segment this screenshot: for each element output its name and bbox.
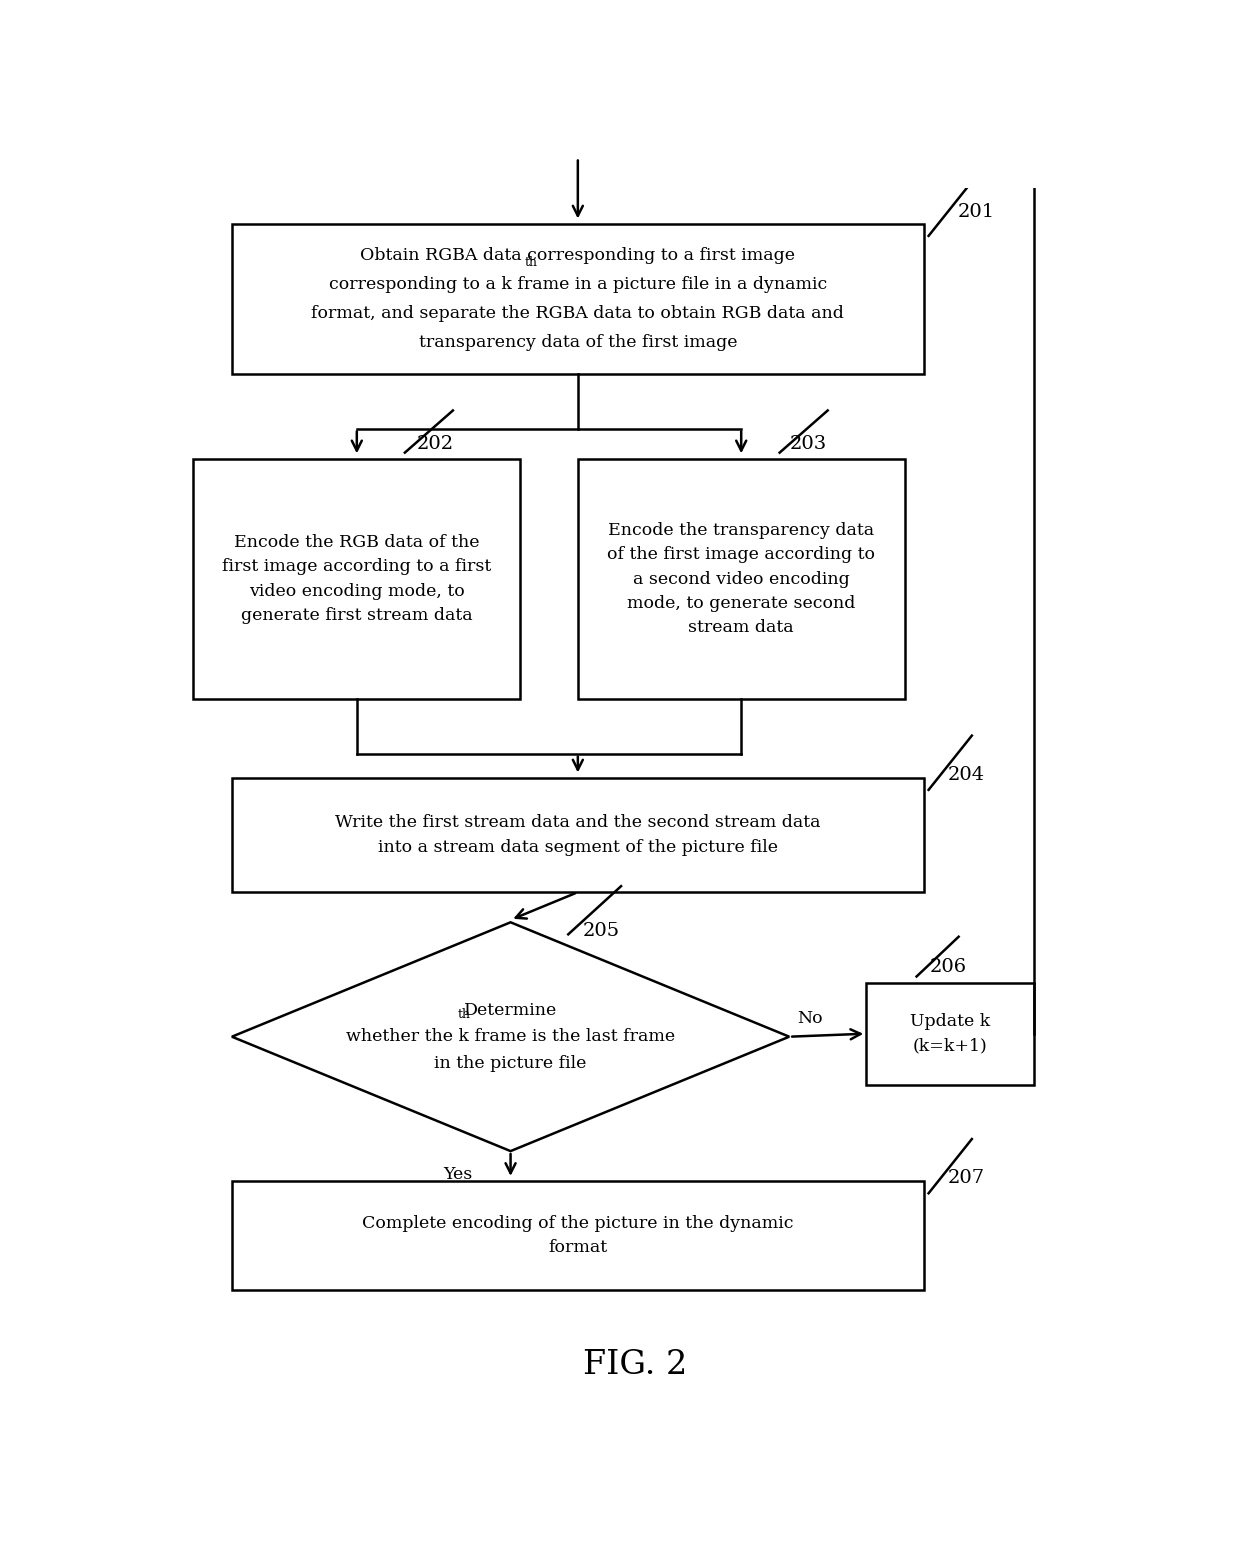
FancyBboxPatch shape	[232, 777, 924, 891]
Text: 201: 201	[957, 203, 994, 222]
Text: Determine: Determine	[464, 1001, 557, 1018]
Text: Write the first stream data and the second stream data
into a stream data segmen: Write the first stream data and the seco…	[335, 815, 821, 856]
Text: Obtain RGBA data corresponding to a first image: Obtain RGBA data corresponding to a firs…	[361, 247, 795, 264]
Polygon shape	[232, 923, 789, 1151]
Text: Encode the transparency data
of the first image according to
a second video enco: Encode the transparency data of the firs…	[608, 522, 875, 637]
Text: Encode the RGB data of the
first image according to a first
video encoding mode,: Encode the RGB data of the first image a…	[222, 535, 491, 624]
Text: 204: 204	[947, 766, 985, 784]
Text: th: th	[525, 256, 538, 269]
Text: No: No	[797, 1010, 822, 1028]
FancyBboxPatch shape	[193, 458, 521, 699]
FancyBboxPatch shape	[866, 982, 1034, 1085]
Text: transparency data of the first image: transparency data of the first image	[419, 335, 737, 350]
Text: 205: 205	[583, 923, 620, 940]
Text: Update k
(k=k+1): Update k (k=k+1)	[910, 1013, 991, 1054]
Text: th: th	[458, 1009, 471, 1021]
Text: 206: 206	[930, 959, 967, 976]
Text: whether the k frame is the last frame: whether the k frame is the last frame	[346, 1028, 675, 1045]
Text: corresponding to a k frame in a picture file in a dynamic: corresponding to a k frame in a picture …	[329, 277, 827, 292]
Text: FIG. 2: FIG. 2	[583, 1350, 688, 1381]
Text: Complete encoding of the picture in the dynamic
format: Complete encoding of the picture in the …	[362, 1215, 794, 1256]
Text: 203: 203	[789, 435, 827, 452]
Text: format, and separate the RGBA data to obtain RGB data and: format, and separate the RGBA data to ob…	[311, 305, 844, 322]
Text: Yes: Yes	[443, 1165, 472, 1182]
Text: 207: 207	[947, 1170, 985, 1187]
FancyBboxPatch shape	[232, 224, 924, 374]
FancyBboxPatch shape	[232, 1181, 924, 1290]
Text: 202: 202	[417, 435, 454, 452]
FancyBboxPatch shape	[578, 458, 905, 699]
Text: in the picture file: in the picture file	[434, 1054, 587, 1071]
